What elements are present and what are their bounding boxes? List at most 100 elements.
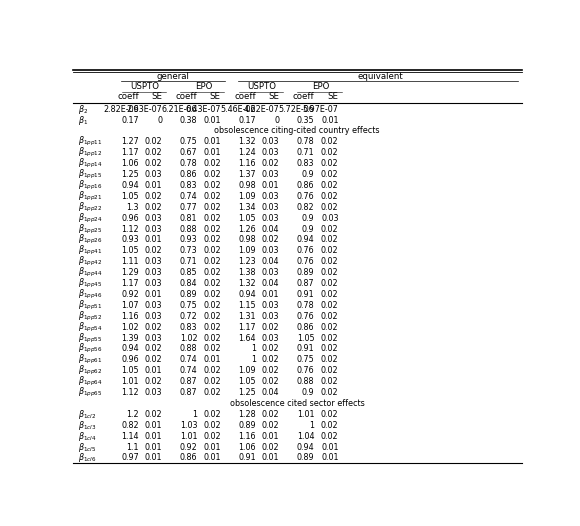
Text: 0.91: 0.91 (297, 345, 314, 353)
Text: 1.37: 1.37 (238, 170, 256, 179)
Text: 0.89: 0.89 (297, 268, 314, 277)
Text: $\beta_{1pp26}$: $\beta_{1pp26}$ (78, 234, 103, 247)
Text: 0.01: 0.01 (204, 148, 221, 157)
Text: 0.02: 0.02 (203, 268, 221, 277)
Text: coeff: coeff (176, 92, 197, 100)
Text: $\beta_{1pp54}$: $\beta_{1pp54}$ (78, 320, 103, 333)
Text: 0.01: 0.01 (204, 116, 221, 125)
Text: 0.02: 0.02 (321, 301, 339, 310)
Text: $\beta_1$: $\beta_1$ (78, 114, 88, 127)
Text: 0.01: 0.01 (204, 453, 221, 462)
Text: 0.03: 0.03 (145, 388, 162, 397)
Text: 1.12: 1.12 (121, 388, 139, 397)
Text: $\beta_{1cl6}$: $\beta_{1cl6}$ (78, 451, 96, 464)
Text: 0.02: 0.02 (203, 279, 221, 288)
Text: 0.94: 0.94 (238, 290, 256, 299)
Text: 0.02: 0.02 (321, 388, 339, 397)
Text: 1.03: 1.03 (180, 421, 197, 430)
Text: 0.02: 0.02 (321, 159, 339, 168)
Text: 1.16: 1.16 (238, 159, 256, 168)
Text: 0.02: 0.02 (203, 170, 221, 179)
Text: 0.02: 0.02 (203, 333, 221, 342)
Text: 0.9: 0.9 (302, 214, 314, 222)
Text: 0.02: 0.02 (321, 148, 339, 157)
Text: 0.83: 0.83 (180, 181, 197, 190)
Text: 0.91: 0.91 (297, 290, 314, 299)
Text: $\beta_{1pp46}$: $\beta_{1pp46}$ (78, 288, 103, 301)
Text: 0.02: 0.02 (321, 246, 339, 255)
Text: $\beta_{1cl5}$: $\beta_{1cl5}$ (78, 441, 96, 453)
Text: 0.02: 0.02 (321, 137, 339, 146)
Text: 0.98: 0.98 (238, 181, 256, 190)
Text: 0.71: 0.71 (180, 257, 197, 266)
Text: 0.89: 0.89 (238, 421, 256, 430)
Text: 1.2: 1.2 (126, 410, 139, 419)
Text: 0.94: 0.94 (297, 236, 314, 245)
Text: 0.02: 0.02 (321, 377, 339, 386)
Text: $\beta_{1pp44}$: $\beta_{1pp44}$ (78, 266, 103, 279)
Text: 0.02: 0.02 (321, 421, 339, 430)
Text: 0.02: 0.02 (262, 236, 280, 245)
Text: EPO: EPO (312, 82, 329, 90)
Text: 1.05: 1.05 (121, 366, 139, 375)
Text: 0.02: 0.02 (203, 236, 221, 245)
Text: coeff: coeff (293, 92, 314, 100)
Text: 0.01: 0.01 (321, 442, 339, 451)
Text: 0.03: 0.03 (145, 170, 162, 179)
Text: 0.01: 0.01 (145, 453, 162, 462)
Text: 0.76: 0.76 (297, 312, 314, 321)
Text: 0.01: 0.01 (145, 421, 162, 430)
Text: 0.74: 0.74 (180, 356, 197, 365)
Text: 0.76: 0.76 (297, 257, 314, 266)
Text: 0.9: 0.9 (302, 170, 314, 179)
Text: 1.14: 1.14 (122, 432, 139, 441)
Text: 1.32: 1.32 (238, 137, 256, 146)
Text: 0.02: 0.02 (203, 192, 221, 201)
Text: $\beta_{1cl4}$: $\beta_{1cl4}$ (78, 430, 96, 443)
Text: 0.76: 0.76 (297, 192, 314, 201)
Text: 0.01: 0.01 (145, 442, 162, 451)
Text: 1.38: 1.38 (238, 268, 256, 277)
Text: 0.03: 0.03 (262, 333, 280, 342)
Text: $\beta_{1pp11}$: $\beta_{1pp11}$ (78, 135, 102, 148)
Text: 0.02: 0.02 (203, 214, 221, 222)
Text: USPTO: USPTO (248, 82, 277, 90)
Text: 0.02: 0.02 (321, 290, 339, 299)
Text: 0.02: 0.02 (321, 366, 339, 375)
Text: EPO: EPO (195, 82, 212, 90)
Text: 0.02: 0.02 (321, 345, 339, 353)
Text: 0.02: 0.02 (145, 356, 162, 365)
Text: 0.01: 0.01 (262, 181, 280, 190)
Text: 0.02: 0.02 (203, 377, 221, 386)
Text: SE: SE (151, 92, 162, 100)
Text: 0.02: 0.02 (262, 366, 280, 375)
Text: 1.09: 1.09 (238, 246, 256, 255)
Text: 1.16: 1.16 (122, 312, 139, 321)
Text: 0.02: 0.02 (145, 137, 162, 146)
Text: 0.02: 0.02 (262, 410, 280, 419)
Text: 0.02: 0.02 (262, 421, 280, 430)
Text: 0.82: 0.82 (121, 421, 139, 430)
Text: 0.89: 0.89 (297, 453, 314, 462)
Text: general: general (157, 72, 190, 81)
Text: 0.02: 0.02 (145, 345, 162, 353)
Text: 1.31: 1.31 (238, 312, 256, 321)
Text: $\beta_{1cl3}$: $\beta_{1cl3}$ (78, 419, 96, 432)
Text: 5.46E-06: 5.46E-06 (220, 105, 256, 114)
Text: 0.02: 0.02 (262, 377, 280, 386)
Text: $\beta_{1cl2}$: $\beta_{1cl2}$ (78, 408, 96, 421)
Text: 0.03: 0.03 (145, 279, 162, 288)
Text: 0.02: 0.02 (145, 159, 162, 168)
Text: 0.86: 0.86 (180, 170, 197, 179)
Text: 4.22E-07: 4.22E-07 (244, 105, 280, 114)
Text: $\beta_{1pp25}$: $\beta_{1pp25}$ (78, 222, 102, 236)
Text: $\beta_{1pp56}$: $\beta_{1pp56}$ (78, 342, 103, 356)
Text: 0.02: 0.02 (203, 345, 221, 353)
Text: 0.94: 0.94 (121, 345, 139, 353)
Text: 0.02: 0.02 (321, 170, 339, 179)
Text: 0.88: 0.88 (297, 377, 314, 386)
Text: 0.67: 0.67 (180, 148, 197, 157)
Text: 0: 0 (157, 116, 162, 125)
Text: 0.02: 0.02 (203, 366, 221, 375)
Text: 0.02: 0.02 (203, 432, 221, 441)
